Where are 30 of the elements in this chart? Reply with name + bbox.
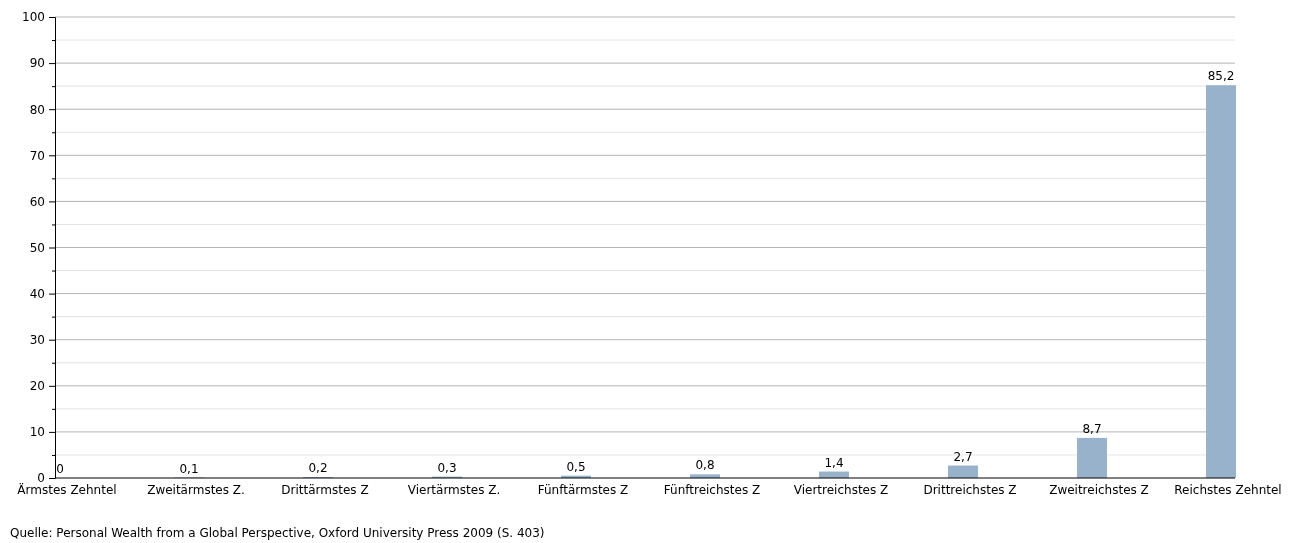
y-tick-label: 40 (29, 286, 45, 301)
x-tick-label: Fünftärmstes Z (537, 483, 629, 497)
x-tick-label: Drittärmstes Z (281, 483, 369, 497)
data-label: 0,3 (437, 460, 457, 475)
y-tick-label: 60 (29, 194, 45, 209)
data-label: 85,2 (1207, 69, 1235, 84)
data-label: 1,4 (824, 455, 844, 470)
source-note: Quelle: Personal Wealth from a Global Perspective, Oxford University Press 2009 (S. 403) (10, 526, 545, 540)
x-tick-label: Drittreichstes Z (923, 483, 1017, 497)
x-tick-label: Viertärmstes Z. (407, 483, 501, 497)
data-label: 0,8 (695, 458, 715, 473)
x-tick-label: Zweitärmstes Z. (147, 483, 245, 497)
y-tick-label: 70 (29, 148, 45, 163)
data-label: 0 (56, 462, 64, 476)
data-label: 2,7 (953, 449, 973, 464)
y-tick-label: 80 (29, 102, 45, 117)
x-tick-label: Zweitreichstes Z (1049, 483, 1149, 497)
y-tick-label: 30 (29, 333, 45, 348)
y-tick-label: 20 (29, 379, 45, 394)
y-tick-label: 90 (29, 56, 45, 71)
y-tick-label: 100 (22, 10, 45, 25)
data-label: 0,1 (179, 461, 199, 476)
data-label: 8,7 (1082, 421, 1102, 436)
x-tick-label: Fünftreichstes Z (663, 483, 761, 497)
data-label: 0,5 (566, 459, 586, 474)
data-label: 0,2 (308, 461, 328, 476)
x-tick-label: Reichstes Zehntel (1174, 483, 1282, 497)
y-tick-label: 50 (29, 240, 45, 255)
y-tick-label: 10 (29, 425, 45, 440)
x-tick-label: Viertreichstes Z (793, 483, 889, 497)
